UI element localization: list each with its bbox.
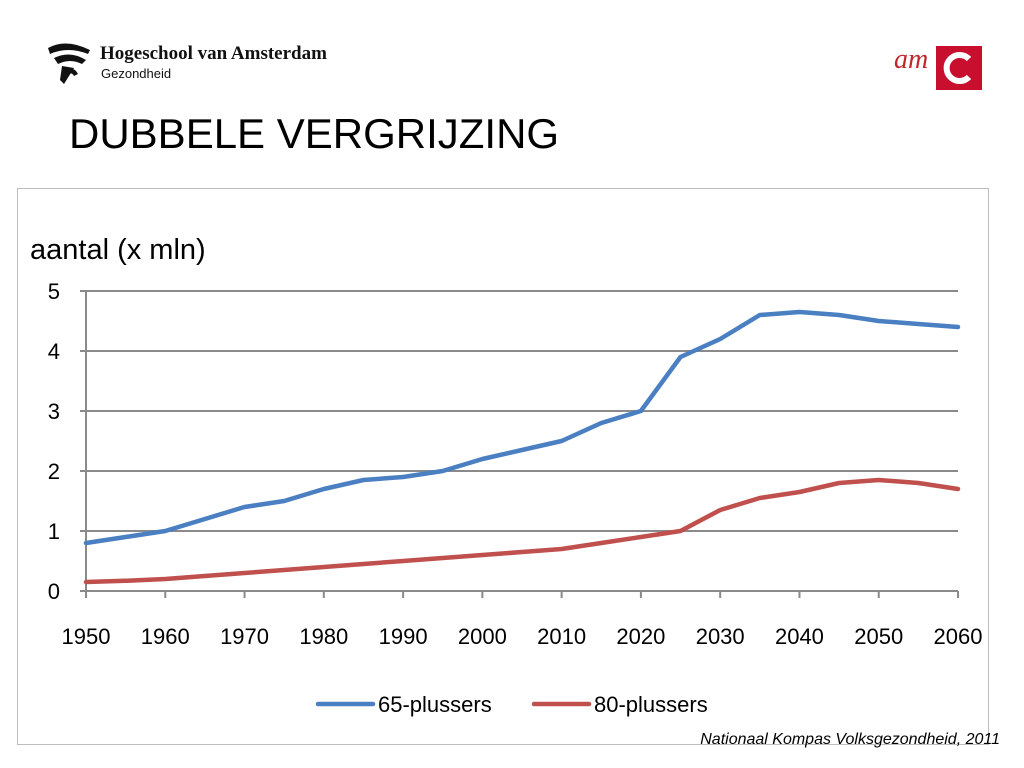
- chart-title: aantal (x mln): [30, 234, 206, 266]
- x-tick-label-2040: 2040: [775, 624, 824, 649]
- slide-title: DUBBELE VERGRIJZING: [69, 110, 560, 157]
- x-tick-label-2010: 2010: [537, 624, 586, 649]
- amc-logo: am: [890, 40, 990, 96]
- chart-frame: aantal (x mln) 0 1 2 3 4 5 1950 1960 1970 1980 1990…: [17, 188, 989, 745]
- hva-logo-mark-icon: [48, 43, 90, 84]
- y-tick-label-5: 5: [48, 279, 60, 304]
- org-subtitle: Gezondheid: [101, 66, 172, 81]
- hva-logo: Hogeschool van Amsterdam Gezondheid: [44, 40, 374, 90]
- amc-logo-text: am: [894, 44, 929, 75]
- x-tick-label-2050: 2050: [854, 624, 903, 649]
- y-tick-label-1: 1: [48, 519, 60, 544]
- y-tick-label-2: 2: [48, 459, 60, 484]
- x-tick-label-2000: 2000: [458, 624, 507, 649]
- x-tick-label-1960: 1960: [141, 624, 190, 649]
- org-name: Hogeschool van Amsterdam: [100, 43, 327, 64]
- line-chart: aantal (x mln) 0 1 2 3 4 5 1950 1960 1970 1980 1990…: [30, 234, 983, 717]
- x-tick-label-2060: 2060: [934, 624, 983, 649]
- legend-label-80-plussers: 80-plussers: [594, 692, 708, 717]
- series-line-80-plussers: [83, 477, 961, 585]
- x-tick-label-1950: 1950: [62, 624, 111, 649]
- y-tick-label-4: 4: [48, 339, 60, 364]
- x-tick-label-2020: 2020: [616, 624, 665, 649]
- x-tick-label-2030: 2030: [696, 624, 745, 649]
- source-citation: Nationaal Kompas Volksgezondheid, 2011: [700, 731, 1000, 748]
- y-tick-label-0: 0: [48, 579, 60, 604]
- x-tick-label-1980: 1980: [299, 624, 348, 649]
- legend-label-65-plussers: 65-plussers: [378, 692, 492, 717]
- amc-logo-mark-icon: [936, 46, 982, 90]
- x-tick-label-1970: 1970: [220, 624, 269, 649]
- y-tick-label-3: 3: [48, 399, 60, 424]
- series-line-65-plussers: [83, 309, 961, 546]
- x-tick-label-1990: 1990: [379, 624, 428, 649]
